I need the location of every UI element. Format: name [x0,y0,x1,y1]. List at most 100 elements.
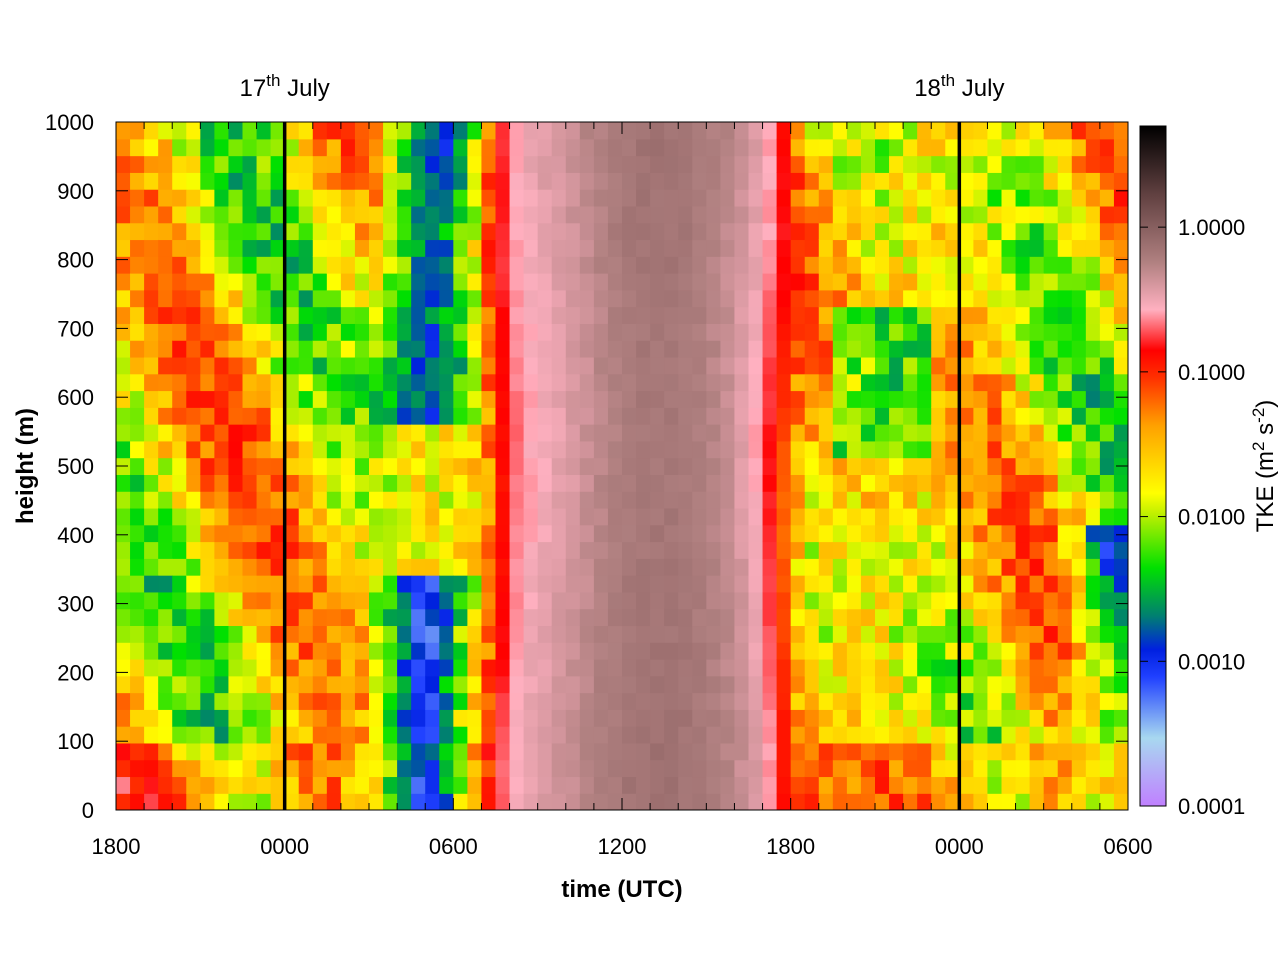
heat-cell [340,424,356,442]
heat-cell [945,776,960,794]
heat-cell [256,155,272,173]
heat-cell [720,507,736,526]
heat-cell [214,390,230,408]
heat-cell [790,323,806,341]
heat-cell [453,155,468,173]
heat-cell [467,189,483,207]
heat-cell [1001,759,1017,778]
heat-cell [425,575,440,593]
heat-cell [1113,507,1128,526]
heat-cell [650,474,665,492]
heat-cell [284,407,300,425]
heat-cell [495,440,511,459]
heat-cell [846,642,862,660]
heat-cell [537,289,553,308]
heat-cell [762,189,778,207]
heat-cell [172,138,187,157]
heat-cell [748,289,764,308]
heat-cell [200,155,215,173]
heat-cell [256,575,272,593]
heat-cell [832,742,848,761]
heat-cell [397,524,412,543]
heat-cell [228,776,244,794]
heat-cell [622,138,637,157]
heat-cell [256,256,272,274]
heat-cell [607,491,623,509]
heat-cell [776,793,792,810]
heat-cell [804,675,820,694]
heat-cell [439,507,454,526]
heat-cell [537,189,553,207]
heat-cell [326,591,342,610]
heat-cell [481,222,497,241]
heat-cell [186,222,201,241]
heat-cell [832,122,848,140]
heat-cell [312,289,328,308]
heat-cell [326,575,342,593]
heat-cell [776,675,792,694]
heat-cell [144,289,159,308]
heat-cell [875,726,890,744]
heat-cell [1099,155,1115,173]
heat-cell [706,390,721,408]
heat-cell [130,273,145,291]
heat-cell [523,776,539,794]
heat-cell [706,726,721,744]
heat-cell [607,222,623,241]
heat-cell [593,658,609,677]
heat-cell [200,642,215,660]
heat-cell [270,474,286,492]
heat-cell [284,138,300,157]
heat-cell [214,155,230,173]
heat-cell [1085,323,1101,341]
heat-cell [622,692,637,710]
heat-cell [453,524,468,543]
heat-cell [186,759,201,778]
heat-cell [931,239,946,257]
heat-cell [1043,591,1059,610]
heat-cell [509,793,525,810]
heat-cell [481,256,497,274]
heat-cell [214,340,230,358]
heat-cell [818,457,834,475]
heat-cell [214,759,230,778]
heat-cell [973,558,989,576]
heat-cell [748,189,764,207]
heat-cell [1015,273,1031,291]
heat-cell [144,726,159,744]
heat-cell [889,759,904,778]
heat-cell [804,138,820,157]
heat-cell [340,440,356,459]
heat-cell [242,642,258,660]
heat-cell [734,273,750,291]
heat-cell [678,390,693,408]
heat-cell [593,776,609,794]
heat-cell [593,491,609,509]
heat-cell [481,507,497,526]
heat-cell [1099,138,1115,157]
heat-cell [298,625,314,643]
heat-cell [509,340,525,358]
heat-cell [298,273,314,291]
heat-cell [1113,709,1128,727]
heat-cell [832,323,848,341]
heat-cell [397,222,412,241]
heat-cell [340,726,356,744]
heat-cell [326,424,342,442]
heat-cell [917,424,932,442]
heat-cell [1071,306,1087,324]
heat-cell [804,155,820,173]
heat-cell [987,541,1003,559]
heat-cell [860,591,876,610]
heat-cell [846,138,862,157]
heat-cell [622,172,637,190]
heat-cell [369,457,384,475]
heat-cell [144,541,159,559]
heat-cell [636,675,651,694]
heat-cell [270,675,286,694]
heat-cell [523,642,539,660]
heat-cell [453,205,468,224]
heat-cell [537,675,553,694]
heat-cell [917,742,932,761]
heat-cell [917,608,932,627]
